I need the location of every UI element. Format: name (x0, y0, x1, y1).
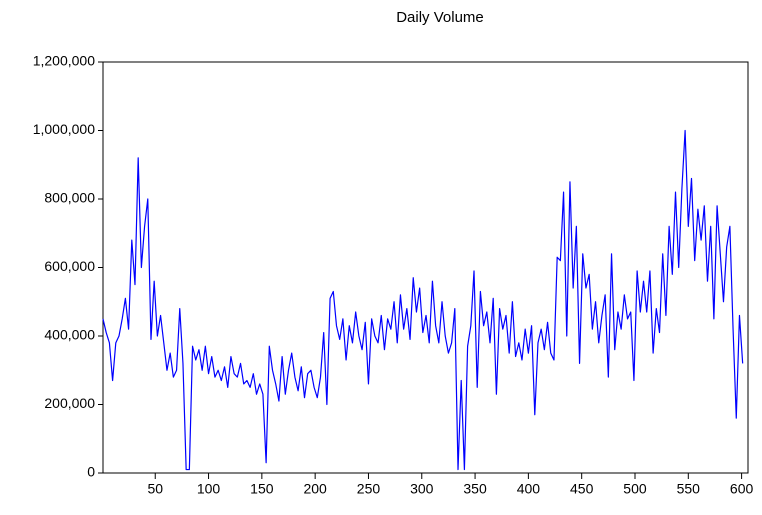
x-tick-label: 350 (463, 481, 487, 497)
y-tick-label: 800,000 (44, 190, 95, 206)
x-tick-label: 100 (197, 481, 221, 497)
x-tick-label: 150 (250, 481, 274, 497)
data-line (102, 129, 744, 471)
x-tick-label: 500 (623, 481, 647, 497)
y-tick-label: 400,000 (44, 327, 95, 343)
chart-title: Daily Volume (396, 9, 484, 26)
y-tick-label: 200,000 (44, 395, 95, 411)
x-tick-label: 50 (147, 481, 163, 497)
x-tick-label: 300 (410, 481, 434, 497)
y-tick-label: 600,000 (44, 258, 95, 274)
x-tick-label: 600 (730, 481, 754, 497)
y-tick-label: 1,000,000 (33, 121, 95, 137)
y-tick-label: 0 (87, 464, 95, 480)
x-tick-label: 200 (303, 481, 327, 497)
x-tick-label: 450 (570, 481, 594, 497)
x-tick-label: 400 (517, 481, 541, 497)
plot-frame (102, 61, 749, 474)
x-tick-label: 550 (677, 481, 701, 497)
x-tick-label: 250 (357, 481, 381, 497)
y-tick-label: 1,200,000 (33, 53, 95, 69)
